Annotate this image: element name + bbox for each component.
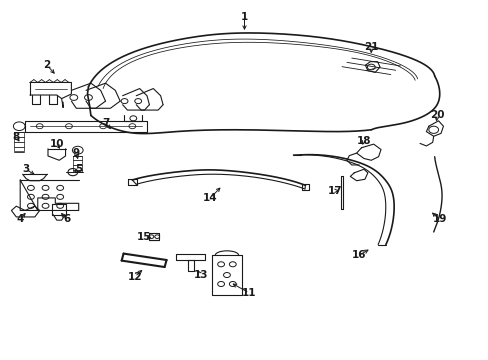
Text: 3: 3 <box>22 164 30 174</box>
Text: 21: 21 <box>363 42 378 52</box>
Text: 15: 15 <box>137 232 151 242</box>
Text: 11: 11 <box>242 288 256 298</box>
Text: 8: 8 <box>13 132 20 142</box>
Text: 9: 9 <box>73 148 80 158</box>
Text: 17: 17 <box>327 186 341 196</box>
Text: 4: 4 <box>17 215 24 224</box>
Text: 14: 14 <box>203 193 217 203</box>
Text: 16: 16 <box>351 250 366 260</box>
Text: 1: 1 <box>241 12 247 22</box>
Text: 19: 19 <box>431 215 446 224</box>
Text: 18: 18 <box>356 136 370 145</box>
Text: 6: 6 <box>63 215 70 224</box>
Text: 20: 20 <box>429 111 444 121</box>
Text: 5: 5 <box>75 164 82 174</box>
Text: 10: 10 <box>49 139 64 149</box>
Text: 13: 13 <box>193 270 207 280</box>
Text: 7: 7 <box>102 118 109 128</box>
Text: 12: 12 <box>127 272 142 282</box>
Text: 2: 2 <box>43 60 51 70</box>
